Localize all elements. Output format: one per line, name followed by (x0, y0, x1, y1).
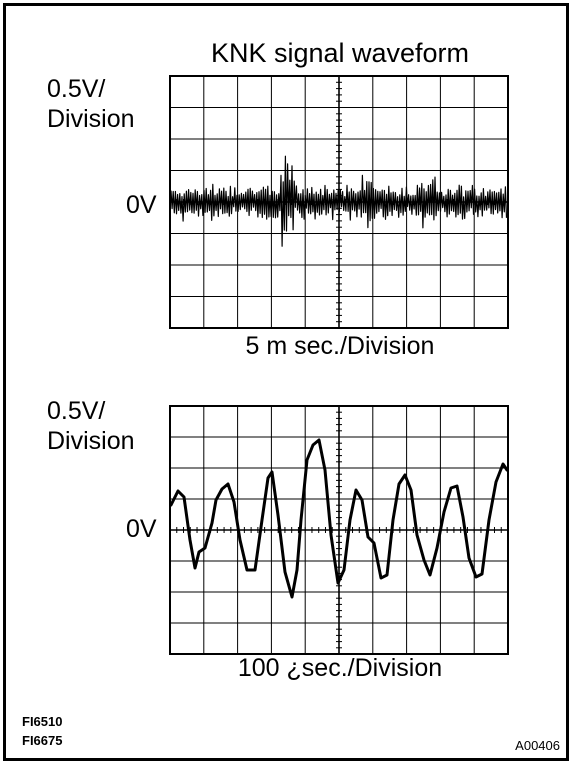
lower-zero-label: 0V (126, 515, 157, 543)
upper-time-division-label: 5 m sec./Division (245, 332, 435, 360)
upper-volt-division-label: 0.5V/ Division (47, 74, 135, 134)
figure-title: KNK signal waveform (210, 38, 470, 68)
figure-code-2: FI6675 (22, 733, 63, 748)
upper-knock-noise-waveform (170, 155, 508, 247)
upper-zero-label: 0V (126, 191, 157, 219)
lower-oscilloscope-grid (169, 405, 509, 655)
upper-volt-division-line1: 0.5V/ (47, 75, 106, 103)
figure-code-1: FI6510 (22, 714, 63, 729)
upper-volt-division-line2: Division (47, 105, 135, 133)
figure-frame (3, 3, 569, 761)
lower-knock-signal-waveform (169, 438, 509, 599)
lower-time-division-label: 100 ¿sec./Division (237, 654, 443, 682)
lower-volt-division-label: 0.5V/ Division (47, 396, 135, 456)
reference-code: A00406 (515, 738, 560, 753)
lower-volt-division-line1: 0.5V/ (47, 397, 106, 425)
lower-volt-division-line2: Division (47, 427, 135, 455)
